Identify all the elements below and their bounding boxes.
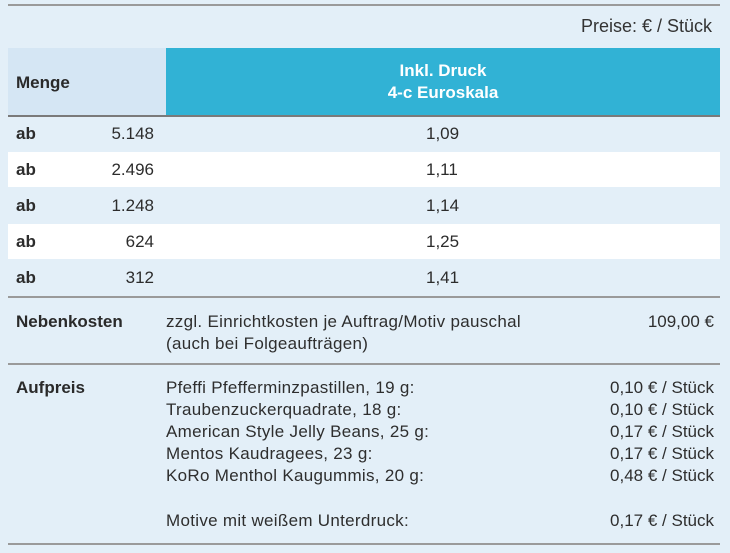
row-quantity: 1.248 — [111, 196, 154, 215]
table-row: ab 2.496 1,11 — [8, 152, 720, 187]
extra-costs-line1: zzgl. Einrichtkosten je Auftrag/Motiv pa… — [166, 312, 521, 331]
header-rule — [8, 115, 720, 117]
row-price: 1,14 — [426, 196, 460, 215]
surcharge-item-price: 0,48 € / Stück — [610, 466, 714, 485]
top-rule — [8, 4, 720, 6]
bottom-rule — [8, 543, 720, 545]
surcharge-item-name: KoRo Menthol Kaugummis, 20 g: — [166, 466, 425, 485]
surcharge-label: Aufpreis — [16, 378, 85, 397]
row-quantity: 5.148 — [111, 124, 154, 143]
extra-costs-label: Nebenkosten — [16, 312, 123, 331]
quantity-header-label: Menge — [16, 73, 70, 92]
print-header-line1: Inkl. Druck — [399, 60, 487, 80]
row-prefix: ab — [16, 268, 36, 287]
white-underprint-price: 0,17 € / Stück — [610, 511, 714, 530]
table-row: ab 1.248 1,14 — [8, 188, 720, 223]
table-row: ab 624 1,25 — [8, 224, 720, 259]
table-bottom-rule — [8, 296, 720, 298]
surcharge-item-price: 0,17 € / Stück — [610, 422, 714, 441]
print-header: Inkl. Druck 4-c Euroskala — [166, 48, 720, 115]
row-prefix: ab — [16, 196, 36, 215]
surcharge-item-name: American Style Jelly Beans, 25 g: — [166, 422, 430, 441]
row-quantity: 624 — [125, 232, 154, 251]
row-prefix: ab — [16, 124, 36, 143]
row-prefix: ab — [16, 232, 36, 251]
surcharge-item-name: Pfeffi Pfefferminzpastillen, 19 g: — [166, 378, 415, 397]
white-underprint-name: Motive mit weißem Unterdruck: — [166, 511, 409, 530]
quantity-header: Menge — [8, 48, 166, 115]
row-price: 1,09 — [426, 124, 460, 143]
surcharge-item-price: 0,10 € / Stück — [610, 378, 714, 397]
row-quantity: 312 — [125, 268, 154, 287]
surcharge-item-price: 0,17 € / Stück — [610, 444, 714, 463]
print-header-line2: 4-c Euroskala — [387, 82, 499, 102]
row-quantity: 2.496 — [111, 160, 154, 179]
surcharge-item-price: 0,10 € / Stück — [610, 400, 714, 419]
extra-costs-value: 109,00 € — [647, 312, 714, 331]
price-unit-note: Preise: € / Stück — [580, 16, 712, 36]
row-price: 1,41 — [426, 268, 460, 287]
extra-costs-rule — [8, 363, 720, 365]
row-price: 1,11 — [426, 160, 458, 179]
row-prefix: ab — [16, 160, 36, 179]
table-row: ab 5.148 1,09 — [8, 116, 720, 151]
extra-costs-line2: (auch bei Folgeaufträgen) — [166, 334, 369, 353]
surcharge-item-name: Mentos Kaudragees, 23 g: — [166, 444, 373, 463]
row-price: 1,25 — [426, 232, 460, 251]
table-row: ab 312 1,41 — [8, 260, 720, 295]
surcharge-item-name: Traubenzuckerquadrate, 18 g: — [166, 400, 402, 419]
